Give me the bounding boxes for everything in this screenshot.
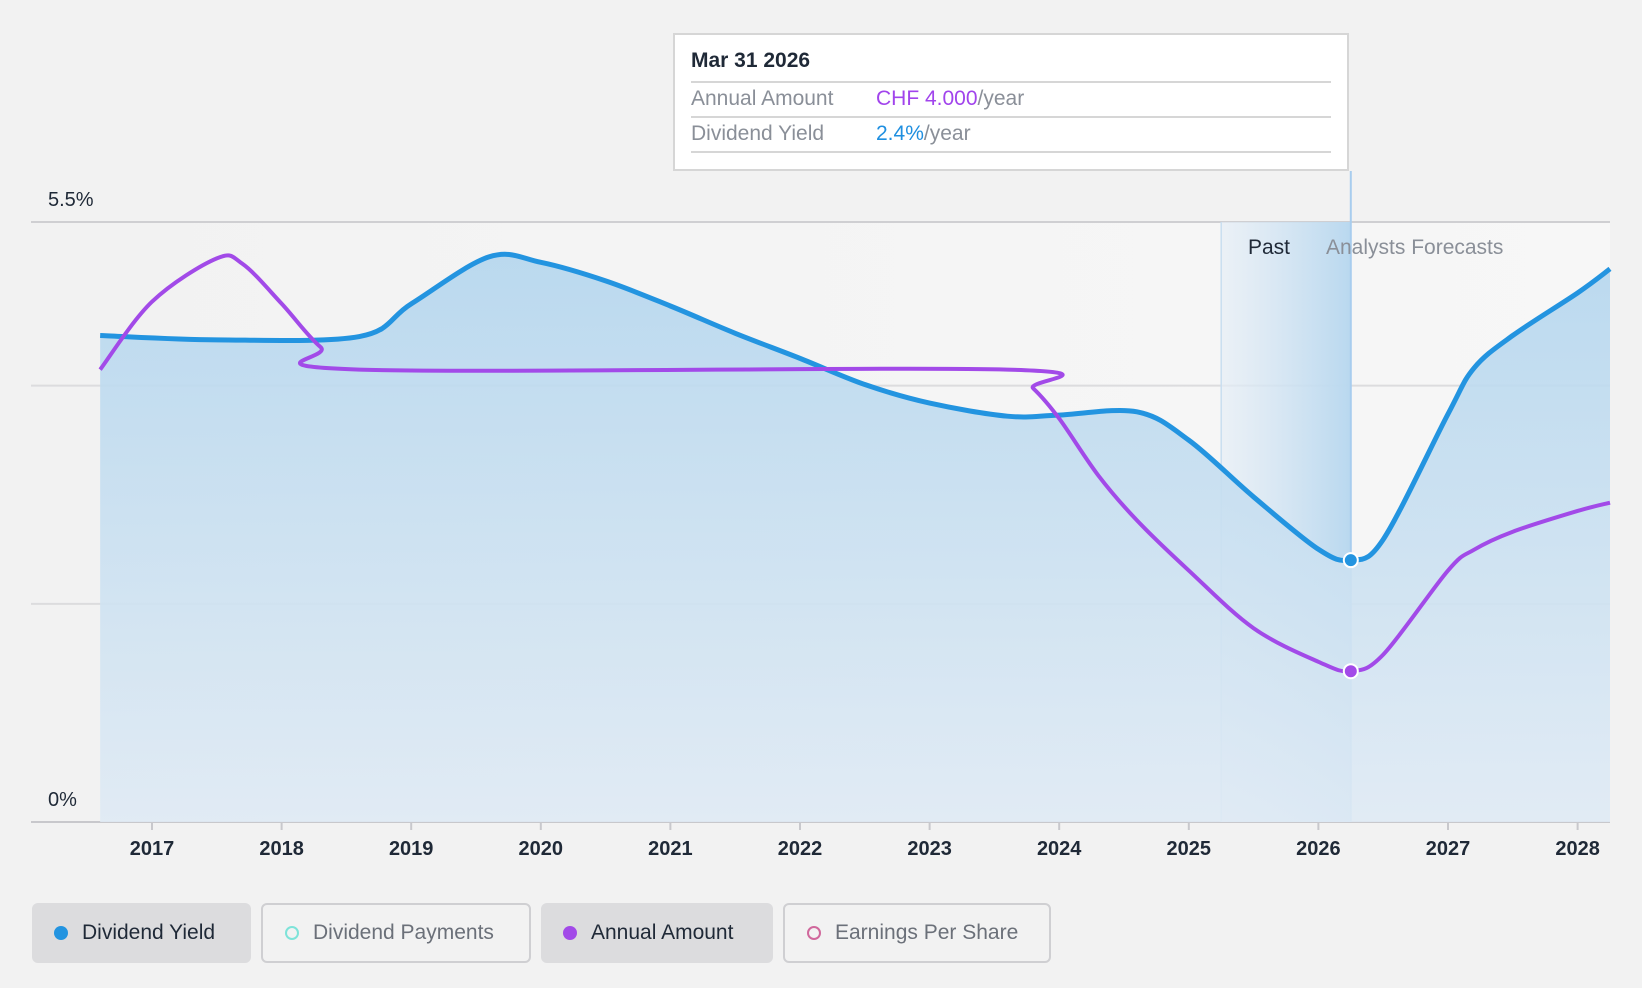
tooltip-unit: /year: [923, 122, 971, 145]
dividend-yield-point: [1342, 552, 1359, 569]
x-tick-label: 2017: [130, 838, 175, 860]
legend-label: Dividend Payments: [313, 921, 494, 944]
y-tick-zero: 0%: [48, 789, 77, 811]
dot-icon: [563, 926, 577, 940]
legend-earnings-per-share[interactable]: Earnings Per Share: [783, 903, 1051, 963]
legend-label: Dividend Yield: [82, 921, 216, 944]
past-label: Past: [1248, 236, 1290, 259]
x-tick-label: 2027: [1426, 838, 1471, 860]
tooltip-value: CHF 4.000: [876, 87, 978, 110]
dividend-yield-area: [100, 254, 1610, 822]
legend-dividend-yield[interactable]: Dividend Yield: [32, 903, 251, 963]
legend: Dividend Yield Dividend Payments Annual …: [32, 903, 1051, 963]
x-tick-label: 2025: [1167, 838, 1212, 860]
ring-icon: [807, 926, 821, 940]
legend-dividend-payments[interactable]: Dividend Payments: [261, 903, 531, 963]
x-tick-label: 2018: [259, 838, 304, 860]
x-tick-label: 2024: [1037, 838, 1082, 860]
legend-label: Earnings Per Share: [835, 921, 1019, 944]
x-tick-label: 2026: [1296, 838, 1341, 860]
dot-icon: [54, 926, 68, 940]
legend-annual-amount[interactable]: Annual Amount: [541, 903, 773, 963]
legend-label: Annual Amount: [591, 921, 734, 944]
x-tick-label: 2022: [778, 838, 823, 860]
annual-amount-line: [98, 253, 1611, 674]
annual-amount-point: [1342, 663, 1359, 680]
tooltip-value: 2.4%: [876, 122, 924, 145]
dividend-yield-line: [100, 251, 1612, 564]
tooltip: Mar 31 2026 Annual Amount CHF 4.000/year…: [673, 33, 1349, 171]
x-tick-label: 2019: [389, 838, 434, 860]
tooltip-date: Mar 31 2026: [691, 49, 1331, 83]
tooltip-unit: /year: [977, 87, 1025, 110]
x-tick-label: 2023: [907, 838, 952, 860]
tooltip-label: Annual Amount: [691, 87, 834, 110]
ring-icon: [285, 926, 299, 940]
tooltip-label: Dividend Yield: [691, 122, 825, 145]
forecast-label: Analysts Forecasts: [1326, 236, 1503, 259]
x-tick-label: 2028: [1555, 838, 1600, 860]
y-tick-top: 5.5%: [48, 189, 94, 211]
x-tick-label: 2020: [519, 838, 564, 860]
tooltip-row-annual-amount: Annual Amount CHF 4.000/year: [691, 83, 1331, 118]
x-tick-label: 2021: [648, 838, 693, 860]
tooltip-row-dividend-yield: Dividend Yield 2.4%/year: [691, 118, 1331, 153]
